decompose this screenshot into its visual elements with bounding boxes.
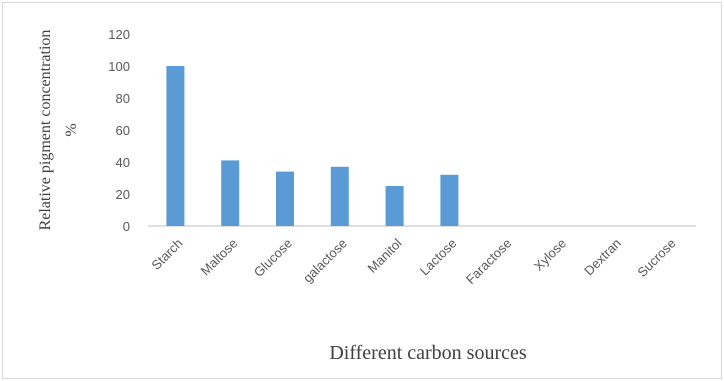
x-category-label: Lactose	[417, 236, 460, 279]
y-tick-label: 120	[108, 27, 130, 42]
x-axis-categories: Starch Maltose Glucose galactose Manitol Lact…	[148, 235, 678, 287]
x-category-label: Faractose	[463, 236, 514, 287]
y-tick-label: 0	[123, 219, 130, 234]
x-category-label: galactose	[300, 236, 350, 286]
y-tick-label: 80	[116, 91, 130, 106]
y-axis-label-line2: %	[63, 123, 80, 136]
x-category-label: Xylose	[531, 236, 569, 274]
x-category-label: Maltose	[198, 236, 241, 279]
bar-lactose	[440, 174, 459, 226]
bar-starch	[166, 66, 185, 226]
y-axis-ticks: 0 20 40 60 80 100 120	[108, 27, 130, 234]
x-category-label: Manitol	[364, 235, 404, 275]
x-category-label: Glucose	[251, 236, 295, 280]
y-tick-label: 60	[116, 123, 130, 138]
bars	[166, 66, 459, 226]
y-tick-label: 100	[108, 59, 130, 74]
bar-galactose	[330, 166, 349, 226]
x-category-label: Starch	[148, 236, 185, 273]
x-axis-label: Different carbon sources	[329, 342, 527, 364]
y-tick-label: 40	[116, 155, 130, 170]
bar-maltose	[221, 160, 240, 226]
bar-glucose	[276, 171, 294, 226]
x-category-label: Sucrose	[634, 236, 678, 280]
y-tick-label: 20	[116, 187, 130, 202]
x-category-label: Dextran	[581, 236, 624, 279]
bar-manitol	[385, 186, 404, 226]
y-axis-label-line1: Relative pigment concentration	[37, 30, 54, 231]
